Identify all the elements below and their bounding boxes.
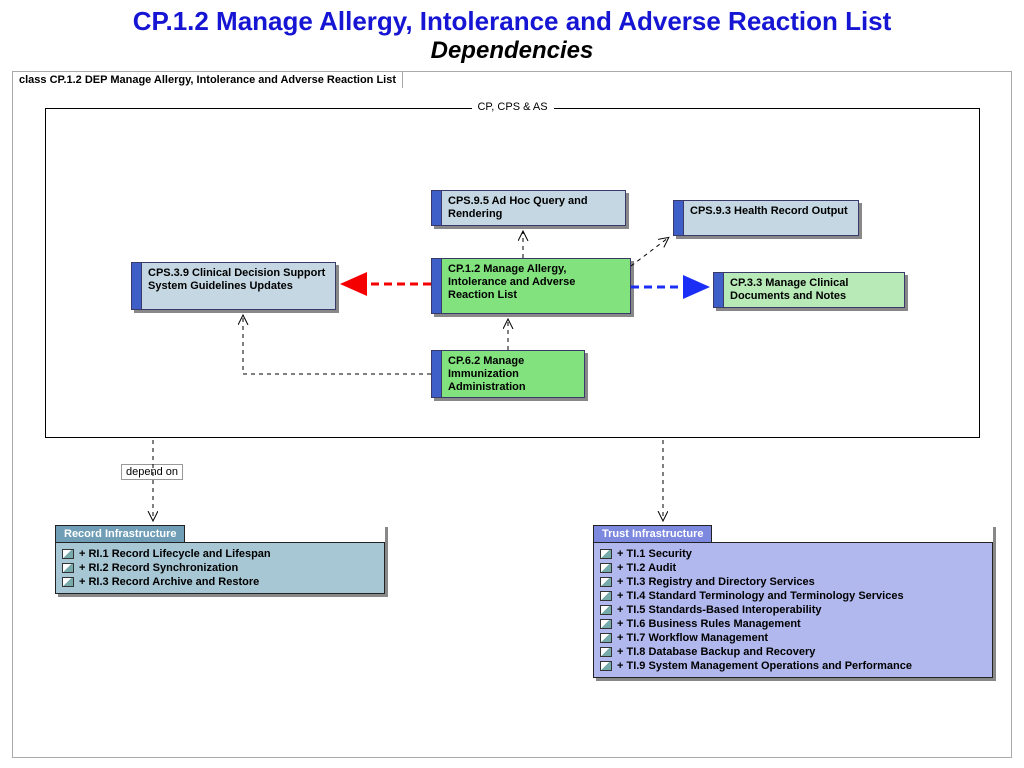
node-cps95-label: CPS.9.5 Ad Hoc Query and Rendering xyxy=(442,191,625,225)
node-cps93-label: CPS.9.3 Health Record Output xyxy=(684,201,858,235)
package-record-item: + RI.1 Record Lifecycle and Lifespan xyxy=(62,547,378,561)
page-subtitle: Dependencies xyxy=(4,37,1020,65)
page-title: CP.1.2 Manage Allergy, Intolerance and A… xyxy=(4,6,1020,37)
package-trust-infrastructure: Trust Infrastructure+ TI.1 Security+ TI.… xyxy=(593,524,993,678)
node-cps39: CPS.3.9 Clinical Decision Support System… xyxy=(131,262,336,310)
package-item-icon xyxy=(62,549,74,559)
package-record-item: + RI.3 Record Archive and Restore xyxy=(62,575,378,589)
node-cps95: CPS.9.5 Ad Hoc Query and Rendering xyxy=(431,190,626,226)
package-item-icon xyxy=(600,619,612,629)
package-item-icon xyxy=(62,563,74,573)
package-trust-item: + TI.1 Security xyxy=(600,547,986,561)
package-record-title: Record Infrastructure xyxy=(55,525,185,542)
package-trust-item: + TI.8 Database Backup and Recovery xyxy=(600,645,986,659)
node-cp12: CP.1.2 Manage Allergy, Intolerance and A… xyxy=(431,258,631,314)
package-trust-item: + TI.5 Standards-Based Interoperability xyxy=(600,603,986,617)
node-cp62: CP.6.2 Manage Immunization Administratio… xyxy=(431,350,585,398)
package-trust-title: Trust Infrastructure xyxy=(593,525,712,542)
package-trust-item: + TI.4 Standard Terminology and Terminol… xyxy=(600,589,986,603)
package-item-icon xyxy=(600,647,612,657)
package-item-icon xyxy=(600,661,612,671)
package-trust-item: + TI.9 System Management Operations and … xyxy=(600,659,986,673)
package-item-icon xyxy=(600,577,612,587)
inner-heading: CP, CPS & AS xyxy=(471,101,553,113)
node-cps39-label: CPS.3.9 Clinical Decision Support System… xyxy=(142,263,335,309)
diagram-tab-label: class CP.1.2 DEP Manage Allergy, Intoler… xyxy=(12,71,403,88)
package-item-icon xyxy=(600,549,612,559)
package-item-icon xyxy=(600,591,612,601)
depend-on-label: depend on xyxy=(121,464,183,480)
package-trust-item: + TI.3 Registry and Directory Services xyxy=(600,575,986,589)
package-trust-body: + TI.1 Security+ TI.2 Audit+ TI.3 Regist… xyxy=(593,542,993,678)
node-cp33-label: CP.3.3 Manage Clinical Documents and Not… xyxy=(724,273,904,307)
package-item-icon xyxy=(600,605,612,615)
package-item-icon xyxy=(62,577,74,587)
node-cp12-label: CP.1.2 Manage Allergy, Intolerance and A… xyxy=(442,259,630,313)
package-trust-item: + TI.6 Business Rules Management xyxy=(600,617,986,631)
node-cp62-label: CP.6.2 Manage Immunization Administratio… xyxy=(442,351,584,397)
node-cps93: CPS.9.3 Health Record Output xyxy=(673,200,859,236)
package-record-infrastructure: Record Infrastructure+ RI.1 Record Lifec… xyxy=(55,524,385,594)
package-trust-item: + TI.7 Workflow Management xyxy=(600,631,986,645)
package-record-body: + RI.1 Record Lifecycle and Lifespan+ RI… xyxy=(55,542,385,594)
diagram-frame: class CP.1.2 DEP Manage Allergy, Intoler… xyxy=(12,71,1012,758)
package-trust-item: + TI.2 Audit xyxy=(600,561,986,575)
package-item-icon xyxy=(600,563,612,573)
node-cp33: CP.3.3 Manage Clinical Documents and Not… xyxy=(713,272,905,308)
package-record-item: + RI.2 Record Synchronization xyxy=(62,561,378,575)
package-item-icon xyxy=(600,633,612,643)
